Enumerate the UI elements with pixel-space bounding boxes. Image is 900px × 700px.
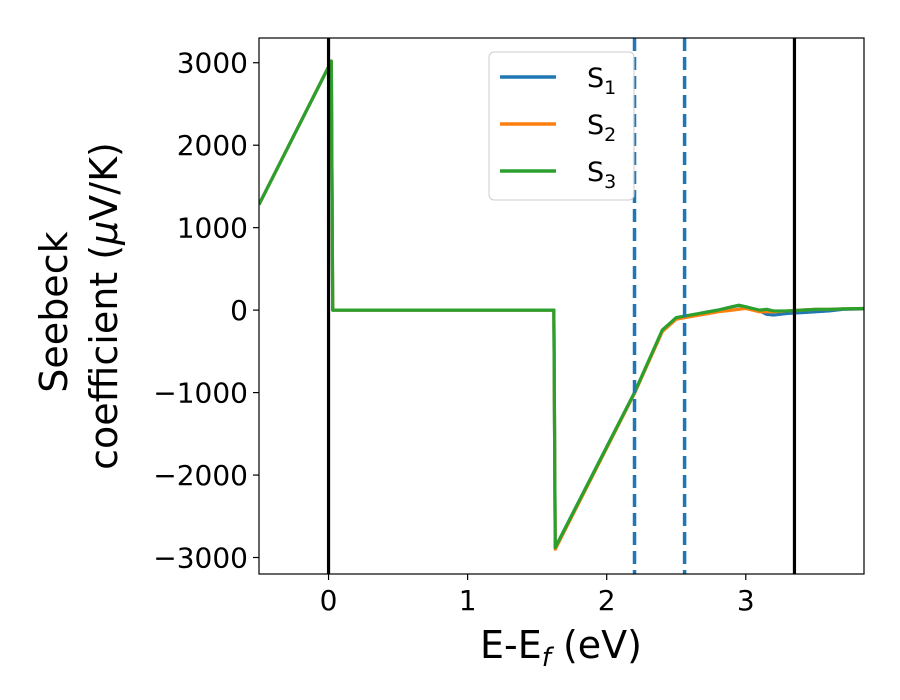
y-tick-label: −3000 — [153, 542, 248, 575]
legend-label-s1: S1 — [587, 63, 616, 99]
y-tick-label: 3000 — [177, 47, 248, 80]
x-axis-label-main: E-E — [480, 623, 542, 667]
y-axis-label-line1: Seebeck — [32, 231, 76, 392]
legend-label-main: S — [587, 157, 604, 188]
legend-label-sub: 3 — [604, 171, 616, 193]
y-axis-label-line2: coefficient ( — [82, 245, 126, 470]
legend-label-s3: S3 — [587, 157, 616, 193]
x-axis-label: E-Ef (eV) — [480, 623, 642, 673]
y-axis-label-unit: V/K) — [82, 142, 126, 221]
legend-box — [488, 51, 635, 201]
x-axis-label-unit: (eV) — [551, 623, 642, 667]
y-axis-label: Seebeck coefficient (μV/K) — [32, 142, 126, 470]
plot-frame — [258, 37, 865, 575]
x-tick-label: 3 — [737, 584, 755, 617]
y-tick-label: −2000 — [153, 459, 248, 492]
y-tick-label: 2000 — [177, 129, 248, 162]
legend-label-main: S — [587, 110, 604, 141]
x-tick-label: 0 — [320, 584, 338, 617]
legend-label-s2: S2 — [587, 110, 616, 146]
y-tick-label: 1000 — [177, 212, 248, 245]
legend-label-sub: 1 — [604, 77, 616, 99]
legend-label-sub: 2 — [604, 124, 616, 146]
y-axis-label-mu: μ — [82, 221, 126, 246]
x-tick-label: 1 — [459, 584, 477, 617]
legend-label-main: S — [587, 63, 604, 94]
x-tick-label: 2 — [598, 584, 616, 617]
y-tick-label: 0 — [230, 294, 248, 327]
series-line-s3 — [259, 59, 864, 550]
y-tick-label: −1000 — [153, 377, 248, 410]
